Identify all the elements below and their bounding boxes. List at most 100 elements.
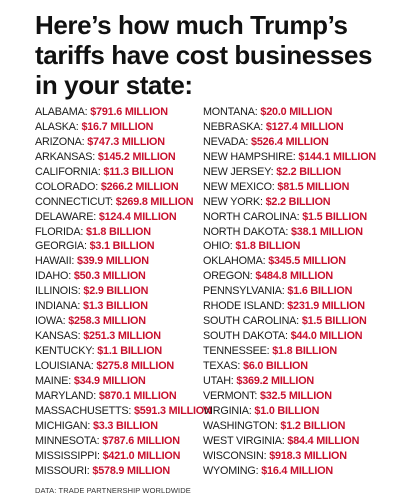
tariff-amount: $3.3 BILLION <box>93 419 158 432</box>
state-name: NEW HAMPSHIRE: <box>203 150 296 163</box>
state-tariff-list: ALABAMA: $791.6 MILLION ALASKA: $16.7 MIL… <box>35 105 405 480</box>
tariff-amount: $38.1 MILLION <box>291 225 363 238</box>
state-row: IOWA: $258.3 MILLION <box>35 314 205 329</box>
tariff-amount: $50.3 MILLION <box>73 270 146 283</box>
state-name: WYOMING: <box>203 464 259 477</box>
tariff-amount: $1.2 BILLION <box>280 419 346 432</box>
tariff-amount: $870.1 MILLION <box>98 389 177 402</box>
tariff-amount: $269.8 MILLION <box>115 195 194 208</box>
state-name: COLORADO: <box>35 180 98 193</box>
tariff-amount: $1.6 BILLION <box>287 285 353 298</box>
tariff-amount: $484.8 MILLION <box>255 270 334 283</box>
state-name: MISSISSIPPI: <box>35 449 100 462</box>
state-name: SOUTH DAKOTA: <box>203 330 288 343</box>
state-name: MICHIGAN: <box>35 419 91 432</box>
state-row: WASHINGTON: $1.2 BILLION <box>203 419 405 434</box>
tariff-amount: $275.8 MILLION <box>96 359 175 372</box>
tariff-amount: $34.9 MILLION <box>73 374 146 387</box>
state-row: PENNSYLVANIA: $1.6 BILLION <box>203 284 405 299</box>
state-row: FLORIDA: $1.8 BILLION <box>35 225 205 240</box>
state-row: HAWAII: $39.9 MILLION <box>35 254 205 269</box>
tariff-amount: $145.2 MILLION <box>97 150 176 163</box>
state-row: ALASKA: $16.7 MILLION <box>35 120 205 135</box>
state-name: UTAH: <box>203 374 234 387</box>
tariff-amount: $1.3 BILLION <box>83 300 148 313</box>
tariff-amount: $591.3 MILLION <box>134 404 212 417</box>
tariff-amount: $369.2 MILLION <box>236 374 315 387</box>
state-name: NORTH DAKOTA: <box>203 225 289 238</box>
state-name: MONTANA: <box>203 106 258 118</box>
state-row: MINNESOTA: $787.6 MILLION <box>35 434 205 449</box>
state-row: OKLAHOMA: $345.5 MILLION <box>203 254 405 269</box>
tariff-amount: $918.3 MILLION <box>269 449 347 462</box>
state-row: NEBRASKA: $127.4 MILLION <box>203 120 405 135</box>
state-name: ARIZONA: <box>35 135 85 148</box>
state-name: NEVADA: <box>203 135 249 148</box>
tariff-amount: $2.2 BILLION <box>265 195 331 208</box>
state-name: INDIANA: <box>35 300 81 313</box>
tariff-amount: $32.5 MILLION <box>260 389 332 402</box>
state-name: WEST VIRGINIA: <box>203 434 285 447</box>
tariff-amount: $345.5 MILLION <box>268 255 346 268</box>
tariff-amount: $578.9 MILLION <box>92 464 171 477</box>
state-row: MISSISSIPPI: $421.0 MILLION <box>35 449 205 464</box>
state-row: INDIANA: $1.3 BILLION <box>35 299 205 314</box>
state-name: WISCONSIN: <box>203 449 267 462</box>
state-name: DELAWARE: <box>35 210 96 223</box>
state-name: ARKANSAS: <box>35 150 96 163</box>
tariff-amount: $84.4 MILLION <box>287 434 360 447</box>
state-name: OKLAHOMA: <box>203 255 266 268</box>
state-row: TENNESSEE: $1.8 BILLION <box>203 344 405 359</box>
state-name: OREGON: <box>203 270 253 283</box>
tariff-amount: $1.1 BILLION <box>97 345 163 357</box>
state-row: GEORGIA: $3.1 BILLION <box>35 239 205 254</box>
tariff-amount: $144.1 MILLION <box>298 150 377 163</box>
state-name: SOUTH CAROLINA: <box>203 315 299 328</box>
state-name: MAINE: <box>35 374 71 387</box>
tariff-amount: $258.3 MILLION <box>68 315 146 328</box>
state-row: WYOMING: $16.4 MILLION <box>203 464 405 479</box>
tariff-amount: $1.0 BILLION <box>254 404 320 417</box>
state-name: NEW YORK: <box>203 195 263 208</box>
state-row: NEW HAMPSHIRE: $144.1 MILLION <box>203 150 405 165</box>
state-row: LOUISIANA: $275.8 MILLION <box>35 359 205 374</box>
tariff-amount: $39.9 MILLION <box>77 255 149 268</box>
state-row: TEXAS: $6.0 BILLION <box>203 359 405 374</box>
state-row: KANSAS: $251.3 MILLION <box>35 329 205 344</box>
page-title: Here’s how much Trump’s tariffs have cos… <box>35 10 373 100</box>
state-name: OHIO: <box>203 240 233 253</box>
state-name: CALIFORNIA: <box>35 165 101 178</box>
state-name: NEW JERSEY: <box>203 165 274 178</box>
tariff-amount: $127.4 MILLION <box>265 120 344 133</box>
state-name: TENNESSEE: <box>203 345 270 357</box>
tariff-amount: $251.3 MILLION <box>83 330 161 343</box>
state-name: CONNECTICUT: <box>35 195 113 208</box>
state-name: PENNSYLVANIA: <box>203 285 285 298</box>
source-note: DATA: TRADE PARTNERSHIP WORLDWIDE <box>35 486 191 495</box>
state-name: ALABAMA: <box>35 106 88 118</box>
state-name: VIRGINIA: <box>203 404 252 417</box>
state-row: VIRGINIA: $1.0 BILLION <box>203 404 405 419</box>
state-name: NORTH CAROLINA: <box>203 210 300 223</box>
state-row: MAINE: $34.9 MILLION <box>35 374 205 389</box>
tariff-amount: $1.5 BILLION <box>301 315 367 328</box>
tariff-amount: $3.1 BILLION <box>89 240 155 253</box>
state-name: IDAHO: <box>35 270 71 283</box>
state-name: GEORGIA: <box>35 240 87 253</box>
tariff-amount: $1.5 BILLION <box>302 210 367 223</box>
state-row: MISSOURI: $578.9 MILLION <box>35 464 205 479</box>
tariff-amount: $266.2 MILLION <box>100 180 179 193</box>
state-name: NEW MEXICO: <box>203 180 275 193</box>
state-name: NEBRASKA: <box>203 120 264 133</box>
state-row: MASSACHUSETTS: $591.3 MILLION <box>35 404 212 419</box>
state-row: UTAH: $369.2 MILLION <box>203 374 405 389</box>
state-row: MICHIGAN: $3.3 BILLION <box>35 419 205 434</box>
state-row: SOUTH DAKOTA: $44.0 MILLION <box>203 329 405 344</box>
tariff-amount: $791.6 MILLION <box>90 106 168 118</box>
tariff-amount: $124.4 MILLION <box>98 210 177 223</box>
tariff-amount: $16.4 MILLION <box>261 464 334 477</box>
state-row: RHODE ISLAND: $231.9 MILLION <box>203 299 405 314</box>
state-row: NEVADA: $526.4 MILLION <box>203 135 405 150</box>
tariff-amount: $2.9 BILLION <box>83 285 149 298</box>
